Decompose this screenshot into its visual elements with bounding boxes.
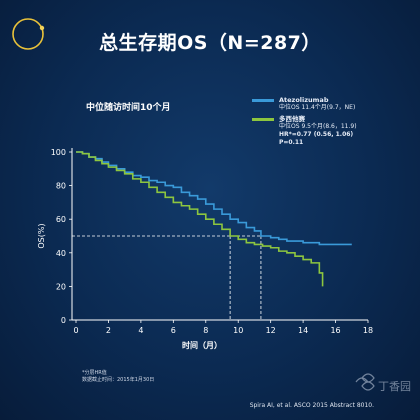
chart-series (76, 151, 352, 287)
legend-entry-atezolizumab: Atezolizumab (252, 96, 357, 104)
y-tick-label: 40 (56, 249, 66, 258)
legend-entry-docetaxel: 多西他赛 (252, 115, 357, 123)
footnote: *分层HR值 数据截止时间：2015年1月30日 (82, 370, 154, 384)
x-tick-label: 8 (203, 326, 208, 335)
chart-subtitle: 中位随访时间10个月 (86, 103, 171, 113)
x-tick-label: 16 (330, 326, 340, 335)
x-tick-label: 6 (171, 326, 176, 335)
watermark-text: 丁香园 (378, 380, 411, 393)
hazard-ratio-text: HR*=0.77 (0.56, 1.06) (279, 131, 354, 138)
x-tick-label: 0 (73, 326, 78, 335)
y-tick-label: 20 (56, 282, 66, 291)
series-line-atezolizumab (76, 151, 352, 246)
axis-labels: 0 2 4 6 8 10 12 14 16 18 0 20 40 60 80 100 时间（月） OS(%) (37, 148, 373, 350)
legend-swatch-docetaxel (252, 117, 274, 121)
y-tick-label: 80 (56, 182, 66, 191)
series-line-docetaxel (76, 151, 324, 287)
chart-axes (69, 148, 369, 323)
watermark-logo-icon: 丁香园 (355, 373, 411, 393)
y-tick-label: 60 (56, 215, 66, 224)
median-reference-lines (72, 235, 262, 320)
x-tick-label: 18 (363, 326, 373, 335)
footnote-line-hr: *分层HR值 (82, 370, 107, 376)
x-tick-label: 2 (106, 326, 111, 335)
x-axis-label: 时间（月） (182, 340, 222, 350)
legend-detail-atezolizumab: 中位OS 11.4个月(9.7，NE) (279, 104, 356, 111)
legend-label-docetaxel: 多西他赛 (279, 115, 305, 123)
y-tick-label: 0 (61, 316, 66, 325)
legend-swatch-atezolizumab (252, 98, 274, 102)
p-value-text: P=0.11 (279, 139, 304, 146)
x-tick-label: 14 (298, 326, 308, 335)
chart-legend: Atezolizumab 中位OS 11.4个月(9.7，NE) 多西他赛 中位… (252, 96, 357, 147)
legend-detail-docetaxel: 中位OS 9.5个月(8.6，11.9) (279, 123, 357, 130)
y-axis-label: OS(%) (37, 223, 46, 248)
x-tick-label: 12 (266, 326, 276, 335)
x-tick-label: 10 (233, 326, 243, 335)
footnote-line-cutoff: 数据截止时间：2015年1月30日 (82, 377, 155, 383)
legend-label-atezolizumab: Atezolizumab (279, 96, 329, 104)
citation: Spira AI, et al. ASCO 2015 Abstract 8010… (249, 402, 374, 409)
x-tick-label: 4 (138, 326, 143, 335)
y-tick-label: 100 (51, 148, 66, 157)
ring-logo-icon (12, 18, 45, 50)
slide-title: 总生存期OS（N=287） (99, 32, 321, 54)
